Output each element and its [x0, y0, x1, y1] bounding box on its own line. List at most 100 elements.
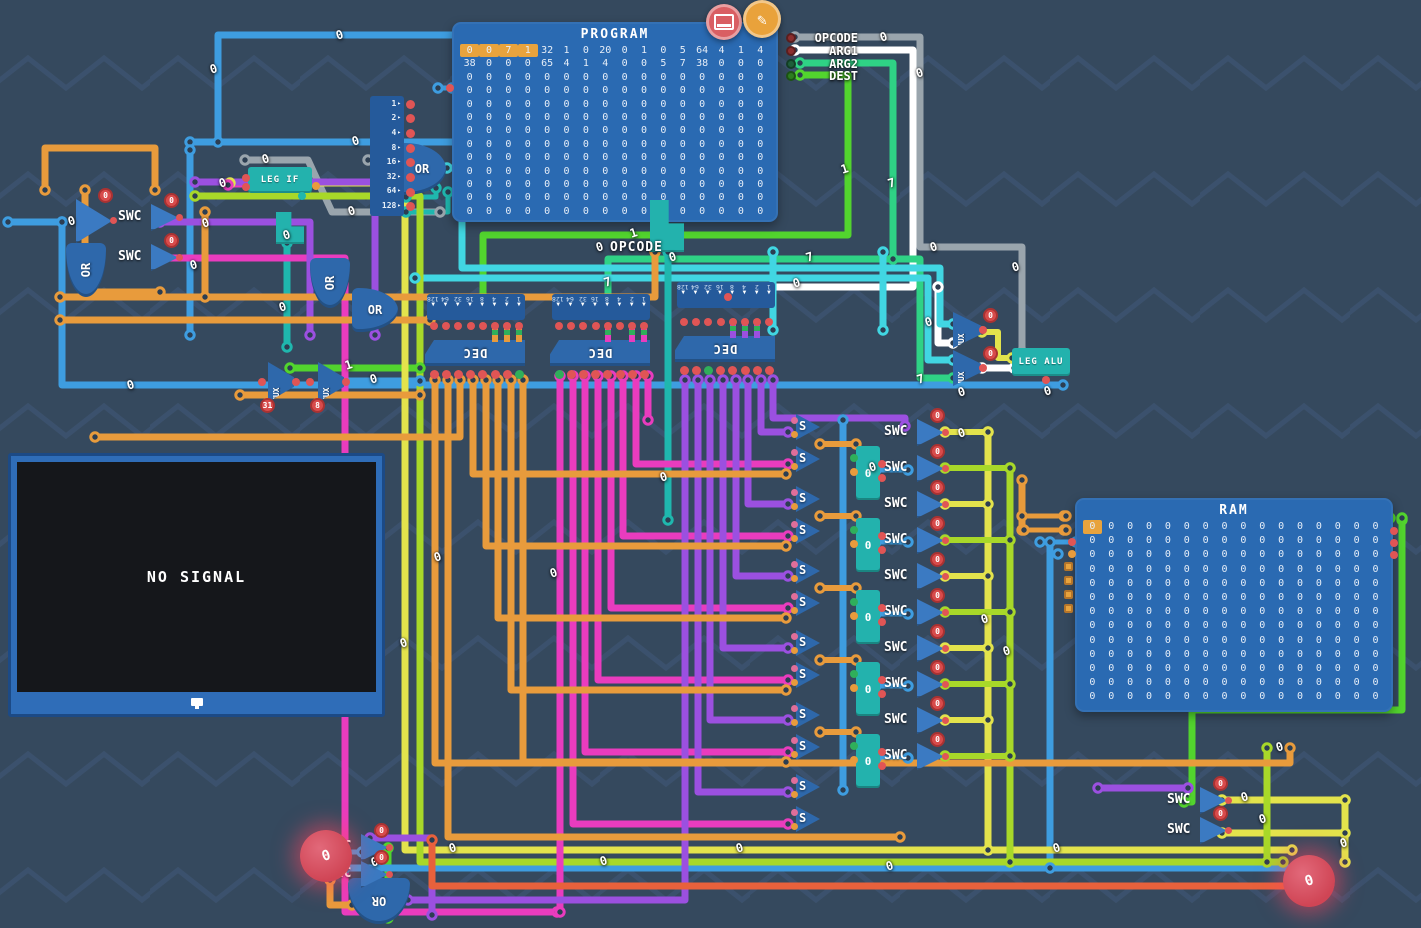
switch-gate[interactable]: SWC	[884, 490, 944, 520]
program-cell[interactable]: 0	[486, 152, 493, 164]
register[interactable]: 0	[856, 734, 880, 788]
view-button[interactable]	[706, 4, 742, 40]
program-cell[interactable]: 0	[505, 98, 512, 110]
ram-address-pin[interactable]	[1064, 590, 1073, 599]
wire-node[interactable]	[149, 184, 161, 196]
program-cell[interactable]: 38	[463, 58, 476, 70]
program-cell[interactable]: 0	[466, 192, 473, 204]
program-cell[interactable]: 0	[466, 152, 473, 164]
wire-node[interactable]	[642, 414, 654, 426]
program-cell[interactable]: 64	[696, 45, 709, 56]
program-cell[interactable]: 0	[602, 125, 609, 137]
program-cell[interactable]: 0	[544, 85, 551, 97]
wire-node[interactable]	[877, 324, 889, 336]
wire-node[interactable]	[54, 291, 66, 303]
program-cell[interactable]: 0	[602, 71, 609, 83]
wire-node[interactable]	[1286, 844, 1298, 856]
program-cell[interactable]: 0	[563, 165, 570, 177]
program-cell[interactable]: 0	[466, 98, 473, 110]
program-cell[interactable]: 0	[757, 125, 764, 137]
program-cell[interactable]: 0	[524, 152, 531, 164]
program-cell[interactable]: 0	[505, 152, 512, 164]
program-cell[interactable]: 0	[660, 71, 667, 83]
wire-node[interactable]	[982, 714, 994, 726]
program-cell[interactable]: 0	[466, 71, 473, 83]
save-gate[interactable]: S	[786, 662, 826, 688]
program-cell[interactable]: 5	[660, 58, 667, 70]
program-cell[interactable]: 0	[718, 98, 725, 110]
program-cell[interactable]: 4	[563, 58, 570, 70]
wire-node[interactable]	[1182, 782, 1194, 794]
wire-node[interactable]	[780, 612, 792, 624]
program-cell[interactable]: 0	[757, 138, 764, 150]
switch-gate[interactable]: SWC	[884, 526, 944, 556]
program-cell[interactable]: 0	[602, 152, 609, 164]
save-gate[interactable]: S	[786, 702, 826, 728]
program-cell[interactable]: 4	[718, 45, 725, 56]
byte-maker[interactable]: 128 ▼ 64 ▼ 32 ▼ 16 ▼ 8 ▼ 4 ▼ 2 ▼ 1 ▼	[427, 294, 525, 320]
wire-node[interactable]	[304, 329, 316, 341]
program-cell[interactable]: 0	[641, 85, 648, 97]
wire-node[interactable]	[1178, 796, 1190, 808]
program-cell[interactable]: 0	[679, 85, 686, 97]
program-cell[interactable]: 0	[718, 152, 725, 164]
program-cell[interactable]: 0	[563, 205, 570, 217]
wire-node[interactable]	[369, 329, 381, 341]
program-cell[interactable]: 0	[679, 111, 686, 123]
program-cell[interactable]: 0	[524, 85, 531, 97]
program-cell[interactable]: 0	[757, 178, 764, 190]
wire-node[interactable]	[717, 374, 729, 386]
wire-node[interactable]	[1004, 750, 1016, 762]
wire-node[interactable]	[39, 184, 51, 196]
wire-node[interactable]	[814, 582, 826, 594]
program-cell[interactable]: 0	[757, 111, 764, 123]
wire-node[interactable]	[554, 906, 566, 918]
program-cell[interactable]: 0	[641, 192, 648, 204]
wire-magenta[interactable]	[581, 372, 792, 756]
program-cell[interactable]: 0	[718, 138, 725, 150]
wire-node[interactable]	[1339, 856, 1351, 868]
switch-gate[interactable]: SWC	[884, 742, 944, 772]
wire-node[interactable]	[982, 642, 994, 654]
program-cell[interactable]: 0	[544, 152, 551, 164]
program-cell[interactable]: 0	[505, 205, 512, 217]
program-cell[interactable]: 0	[621, 85, 628, 97]
program-cell[interactable]: 0	[718, 58, 725, 70]
output-led[interactable]: 0	[1283, 855, 1335, 907]
program-cell[interactable]: 0	[563, 152, 570, 164]
program-cell[interactable]: 0	[582, 98, 589, 110]
program-cell[interactable]: 0	[699, 192, 706, 204]
wire-purple[interactable]	[706, 376, 792, 724]
program-cell[interactable]: 0	[641, 111, 648, 123]
wire-node[interactable]	[284, 362, 296, 374]
wire-node[interactable]	[742, 374, 754, 386]
program-cell[interactable]: 0	[582, 165, 589, 177]
wire-node[interactable]	[780, 684, 792, 696]
io-output-opcode[interactable]: OPCODE	[786, 31, 858, 45]
program-cell[interactable]: 0	[699, 111, 706, 123]
program-cell[interactable]: 1	[518, 44, 538, 58]
program-cell[interactable]: 0	[718, 111, 725, 123]
program-cell[interactable]: 0	[602, 205, 609, 217]
program-cell[interactable]: 20	[599, 45, 612, 56]
wire-node[interactable]	[54, 314, 66, 326]
program-cell[interactable]: 0	[660, 138, 667, 150]
program-cell[interactable]: 0	[486, 98, 493, 110]
program-cell[interactable]: 32	[541, 45, 554, 56]
program-cell[interactable]: 0	[563, 138, 570, 150]
byte-splitter[interactable]: 1 ▸ 2 ▸ 4 ▸ 8 ▸ 16 ▸ 32 ▸ 64 ▸ 128 ▸	[370, 96, 404, 216]
wire-orange[interactable]	[444, 376, 904, 841]
wire-node[interactable]	[877, 246, 889, 258]
program-cell[interactable]: 0	[582, 71, 589, 83]
or-gate[interactable]: OR	[310, 258, 350, 308]
program-cell[interactable]: 7	[498, 44, 519, 58]
program-cell[interactable]: 1	[737, 45, 744, 56]
register[interactable]: 0	[856, 662, 880, 716]
wire-magenta[interactable]	[569, 372, 792, 828]
program-cell[interactable]: 38	[696, 58, 709, 70]
program-cell[interactable]: 4	[602, 58, 609, 70]
wire-node[interactable]	[837, 414, 849, 426]
program-cell[interactable]: 0	[479, 44, 499, 58]
program-cell[interactable]: 0	[679, 98, 686, 110]
wire-node[interactable]	[1277, 856, 1289, 868]
